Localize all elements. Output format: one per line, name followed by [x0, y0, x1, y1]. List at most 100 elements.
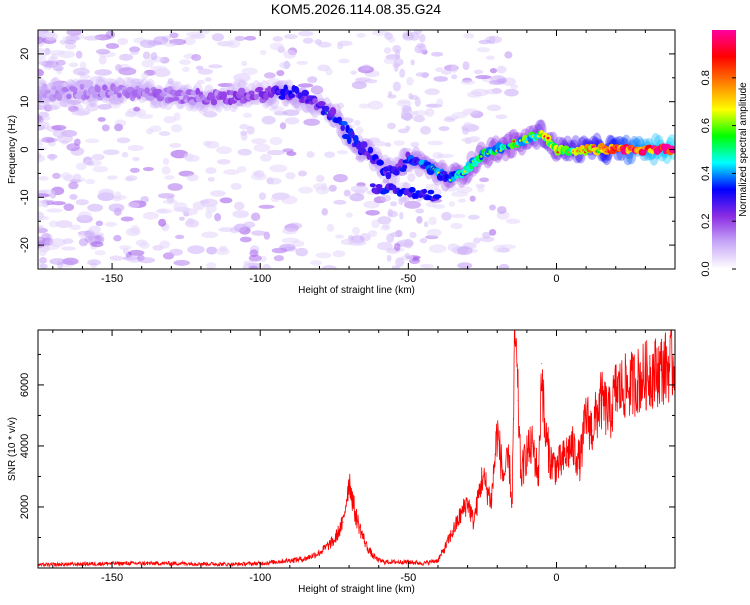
spectrogram-speckle — [420, 125, 432, 135]
colorbar-label: Normalized spectral amplitude — [738, 82, 749, 217]
spectrogram-speckle — [489, 204, 496, 211]
spectrogram-speckle — [85, 178, 96, 185]
ridge-core — [663, 150, 667, 154]
snr-point — [384, 561, 386, 563]
spectrogram-speckle — [48, 50, 66, 55]
spectrogram-speckle — [355, 126, 364, 135]
spectrogram-speckle — [312, 183, 327, 191]
spectrogram-speckle — [260, 49, 267, 56]
ridge-core — [641, 150, 645, 154]
spectrogram-speckle — [353, 119, 361, 126]
spectrogram-speckle — [493, 244, 507, 253]
snr-point — [360, 530, 362, 532]
spectrogram-speckle — [497, 206, 507, 215]
spectrogram-speckle — [92, 165, 109, 173]
spectrogram-speckle — [384, 142, 392, 147]
spectrogram-speckle — [104, 221, 117, 227]
spectrogram-speckle — [65, 35, 80, 42]
spectrogram-speckle — [236, 166, 247, 173]
spectrogram-speckle — [210, 190, 226, 197]
spectrogram-speckle — [445, 185, 458, 192]
spectrogram-speckle — [167, 183, 183, 191]
ridge-branch-blob — [369, 183, 376, 188]
spectrogram-speckle — [463, 32, 475, 39]
spectrogram-speckle — [291, 240, 305, 248]
ridge-blob — [102, 84, 108, 91]
spectrogram-speckle — [204, 77, 212, 82]
spectrogram-speckle — [205, 204, 217, 213]
spectrogram-speckle — [383, 57, 397, 65]
spectrogram-speckle — [183, 152, 194, 161]
spectrogram-speckle — [383, 159, 393, 165]
spectrogram-speckle — [251, 230, 266, 236]
spectrogram-speckle — [226, 39, 241, 48]
spectrogram-speckle — [451, 74, 458, 80]
ridge-blob — [248, 90, 255, 96]
spectrogram-speckle — [297, 170, 307, 177]
spectrogram-speckle — [479, 177, 490, 183]
spectrogram-speckle — [75, 199, 89, 206]
spectrogram-speckle — [43, 104, 59, 111]
spectrogram-speckle — [233, 201, 245, 211]
spectrogram-speckle — [130, 51, 139, 56]
spectrogram-speckle — [269, 136, 283, 146]
spectrogram-speckle — [285, 172, 296, 180]
spectrogram-speckle — [117, 37, 129, 46]
spectrogram-speckle — [223, 169, 240, 175]
spectrogram-speckle — [328, 184, 337, 192]
spectrogram-speckle — [215, 247, 230, 256]
spectrogram-speckle — [246, 125, 255, 135]
spectrogram-speckle — [428, 244, 447, 254]
ridge-core — [525, 140, 529, 144]
y-tick-label: 2000 — [19, 495, 31, 519]
spectrogram-speckle — [169, 32, 179, 39]
spectrogram-speckle — [95, 220, 104, 227]
spectrogram-speckle — [248, 254, 262, 262]
spectrogram-speckle — [367, 100, 384, 110]
y-tick-label: -20 — [19, 237, 31, 253]
spectrogram-speckle — [39, 250, 47, 257]
ridge-blob — [385, 171, 392, 180]
snr-series — [38, 330, 675, 568]
spectrogram-speckle — [63, 203, 75, 211]
spectrogram-speckle — [205, 167, 217, 175]
spectrogram-speckle — [161, 166, 171, 175]
spectrogram-speckle — [173, 112, 181, 121]
snr-point — [478, 491, 481, 493]
snr-point — [508, 460, 510, 462]
snr-point — [348, 478, 350, 481]
spectrogram-speckle — [239, 124, 249, 130]
spectrogram-speckle — [260, 153, 272, 162]
spectrogram-speckle — [127, 144, 144, 152]
spectrogram-speckle — [38, 236, 46, 245]
spectrogram-speckle — [358, 103, 371, 109]
spectrogram-speckle — [197, 68, 214, 75]
snr-point — [541, 362, 543, 365]
spectrogram-speckle — [186, 217, 195, 225]
spectrogram-speckle — [325, 67, 333, 76]
snr-point — [520, 475, 522, 478]
spectrogram-speckle — [488, 80, 505, 86]
spectrogram-speckle — [335, 234, 344, 239]
snr-point — [185, 562, 187, 565]
spectrogram-speckle — [58, 99, 76, 108]
spectrogram-speckle — [132, 156, 140, 162]
spectrogram-speckle — [113, 123, 124, 132]
spectrogram-speckle — [479, 236, 495, 243]
spectrogram-speckle — [350, 70, 357, 75]
ridge-branch-blob — [407, 191, 414, 198]
spectrogram-speckle — [130, 78, 144, 85]
ridge-blob — [253, 93, 260, 100]
spectrogram-speckle — [98, 55, 107, 65]
ridge-blob — [340, 124, 345, 132]
spectrogram-speckle — [133, 106, 141, 112]
spectrogram-speckle — [49, 220, 59, 228]
ridge-blob — [79, 83, 85, 90]
spectrogram-speckle — [163, 115, 177, 124]
snr-point — [378, 559, 380, 561]
spectrogram-speckle — [138, 113, 154, 119]
spectrogram-speckle — [178, 216, 185, 221]
spectrogram-speckle — [250, 173, 267, 181]
spectrogram-speckle — [49, 238, 66, 247]
